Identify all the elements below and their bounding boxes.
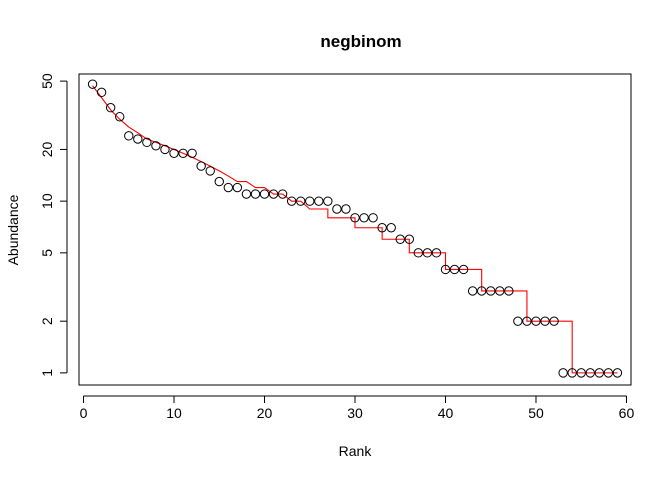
data-point [486, 286, 496, 296]
data-point [413, 248, 424, 258]
data-point [268, 189, 279, 199]
data-point [594, 368, 605, 378]
data-point [350, 213, 360, 223]
data-point [187, 148, 197, 158]
data-point [567, 368, 577, 378]
data-point [196, 161, 206, 171]
x-axis-label: Rank [339, 443, 373, 459]
data-point [105, 103, 116, 113]
y-tick-label: 50 [39, 73, 55, 89]
data-point [160, 144, 170, 155]
data-point [549, 316, 559, 326]
y-tick-label: 10 [39, 193, 55, 209]
y-axis-label: Abundance [5, 194, 21, 265]
data-point [585, 368, 595, 378]
data-point [250, 189, 261, 199]
data-point [458, 264, 469, 275]
data-point [305, 196, 315, 206]
y-axis: 1 2 5 10 20 50 [39, 73, 68, 377]
data-point [476, 286, 487, 296]
data-point [169, 148, 179, 158]
x-tick-label: 40 [438, 405, 454, 421]
data-point [422, 248, 433, 258]
x-tick-label: 10 [166, 405, 182, 421]
plot-frame [78, 73, 632, 386]
data-point [359, 213, 369, 223]
data-point [142, 137, 152, 148]
data-point [377, 223, 387, 233]
data-point [259, 189, 270, 199]
data-point [467, 286, 478, 296]
data-point [296, 196, 306, 206]
chart-title: negbinom [320, 32, 401, 51]
data-point [341, 204, 351, 214]
fit-line [92, 85, 618, 374]
data-point [87, 79, 98, 89]
data-point [96, 87, 107, 98]
data-point [124, 131, 134, 141]
fit-line-layer [92, 85, 618, 374]
data-point [178, 148, 188, 158]
data-point [576, 368, 586, 378]
data-point [431, 248, 442, 258]
data-point [449, 264, 460, 275]
data-point [440, 264, 451, 275]
data-point [531, 316, 541, 326]
data-point [241, 189, 252, 199]
y-tick-label: 5 [39, 249, 55, 257]
data-point [513, 316, 523, 326]
data-point [495, 286, 505, 296]
data-point [612, 368, 623, 378]
data-points-layer [87, 79, 623, 378]
data-point [277, 189, 288, 199]
data-point [404, 234, 414, 244]
y-tick-label: 20 [39, 141, 55, 157]
data-point [323, 196, 333, 206]
data-point [522, 316, 532, 326]
x-tick-label: 20 [257, 405, 273, 421]
x-axis: 0 10 20 30 40 50 60 [80, 395, 635, 421]
data-point [332, 204, 342, 214]
data-point [151, 141, 161, 151]
data-point [133, 134, 143, 144]
x-tick-label: 50 [528, 405, 544, 421]
data-point [214, 176, 224, 187]
data-point [395, 234, 405, 244]
data-point [205, 166, 215, 176]
data-point [504, 286, 514, 296]
data-point [386, 223, 396, 233]
data-point [115, 112, 125, 122]
data-point [232, 182, 243, 193]
data-point [540, 316, 550, 326]
y-tick-label: 2 [39, 317, 55, 325]
y-tick-label: 1 [39, 369, 55, 377]
data-point [286, 196, 297, 206]
x-tick-label: 30 [347, 405, 363, 421]
x-tick-label: 0 [80, 405, 88, 421]
data-point [603, 368, 614, 378]
x-tick-label: 60 [619, 405, 635, 421]
data-point [558, 368, 568, 378]
data-point [223, 182, 234, 193]
data-point [314, 196, 324, 206]
data-point [368, 213, 378, 223]
